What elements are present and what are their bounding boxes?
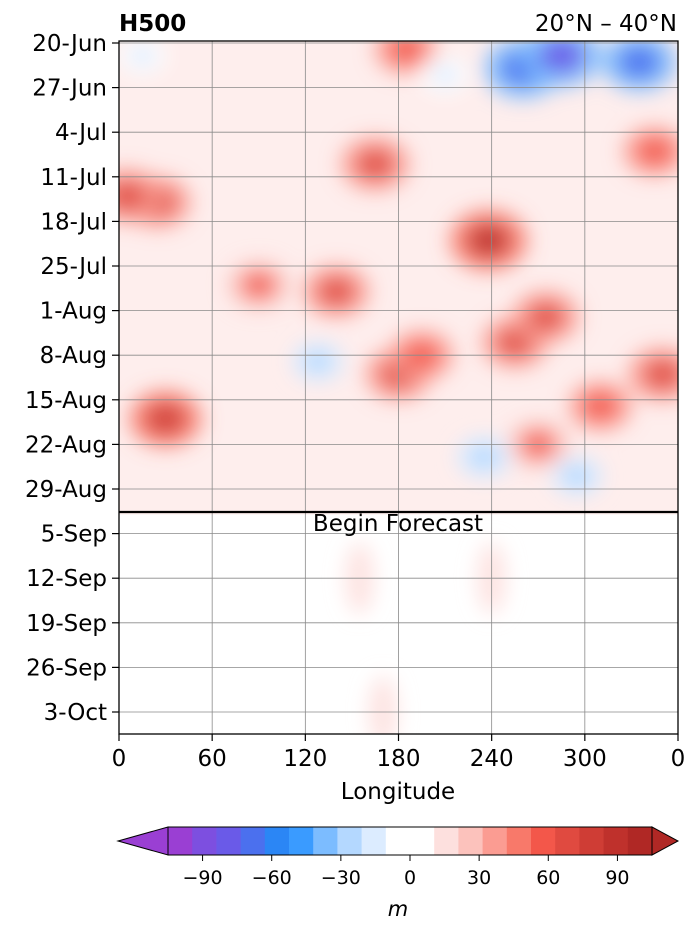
y-tick-label: 18-Jul: [40, 209, 107, 235]
colorbar-swatch: [168, 827, 193, 855]
colorbar-tick-label: −60: [252, 867, 292, 889]
colorbar-swatch: [240, 827, 266, 855]
colorbar-swatch: [385, 827, 411, 855]
anomaly-core: [582, 392, 618, 420]
anomaly-core: [128, 45, 157, 67]
y-tick-label: 11-Jul: [40, 165, 107, 191]
y-tick-label: 3-Oct: [44, 700, 107, 726]
y-tick-label: 5-Sep: [41, 522, 107, 548]
y-tick-label: 15-Aug: [25, 388, 107, 414]
colorbar-swatch: [289, 827, 314, 855]
colorbar-swatch: [337, 827, 363, 855]
forecast-blob: [368, 676, 397, 734]
y-tick-label: 4-Jul: [55, 120, 107, 146]
x-tick-label: 120: [283, 746, 327, 772]
gridlines: [118, 41, 679, 734]
y-tick-label: 29-Aug: [25, 477, 107, 503]
anomaly-core: [637, 137, 673, 166]
colorbar-swatch: [361, 827, 387, 855]
y-tick-label: 26-Sep: [26, 655, 107, 681]
x-tick-label: 60: [198, 746, 227, 772]
y-tick-label: 27-Jun: [32, 76, 107, 102]
anomaly-core: [618, 45, 660, 79]
y-tick-label: 1-Aug: [40, 299, 107, 325]
colorbar-swatch: [627, 827, 653, 855]
colorbar-swatch: [434, 827, 459, 855]
anomaly-core: [431, 64, 459, 86]
chart-region-label: 20°N – 40°N: [535, 11, 677, 37]
colorbar-under-arrow: [116, 826, 169, 856]
anomaly-core: [562, 464, 592, 488]
colorbar-tick-label: −90: [183, 867, 223, 889]
chart-title: H500: [119, 11, 186, 37]
anomaly-core: [539, 41, 584, 74]
x-axis: 0 60 120 180 240 300 0: [112, 734, 686, 772]
x-tick-label: 0: [671, 746, 686, 772]
y-tick-label: 22-Aug: [25, 432, 107, 458]
x-tick-label: 0: [112, 746, 127, 772]
colorbar-tick-label: 30: [467, 867, 491, 889]
colorbar-label: m: [388, 897, 408, 921]
colorbar-swatch: [410, 827, 435, 855]
y-tick-label: 8-Aug: [40, 343, 107, 369]
colorbar-swatch: [313, 827, 338, 855]
x-axis-label: Longitude: [341, 779, 455, 805]
anomaly-core: [388, 41, 424, 64]
colorbar-swatch: [603, 827, 629, 855]
anomaly-core: [643, 359, 678, 390]
anomaly-core: [467, 223, 511, 258]
y-tick-label: 25-Jul: [40, 254, 107, 280]
anomaly-core: [468, 445, 500, 470]
y-tick-label: 20-Jun: [32, 31, 107, 57]
colorbar-over-arrow: [651, 826, 680, 856]
anomaly-core: [318, 277, 355, 306]
colorbar-swatch: [264, 827, 290, 855]
y-tick-label: 19-Sep: [26, 611, 107, 637]
y-tick-label: 12-Sep: [26, 566, 107, 592]
colorbar-swatch: [458, 827, 484, 855]
anomaly-core: [145, 403, 186, 435]
colorbar-swatch: [579, 827, 605, 855]
anomaly-core: [241, 271, 276, 299]
forecast-annotation: Begin Forecast: [313, 511, 483, 537]
x-tick-label: 300: [563, 746, 607, 772]
anomaly-core: [356, 149, 395, 180]
colorbar-swatch: [531, 827, 556, 855]
anomaly-core: [119, 180, 146, 211]
y-axis: 20-Jun 27-Jun 4-Jul 11-Jul 18-Jul 25-Jul 1-Aug…: [25, 31, 119, 726]
colorbar: −90 −60 −30 0 30 60 90: [116, 826, 680, 889]
x-tick-label: 180: [377, 746, 421, 772]
x-tick-label: 240: [470, 746, 514, 772]
colorbar-tick-label: 0: [404, 867, 416, 889]
colorbar-tick-label: 90: [605, 867, 629, 889]
anomaly-core: [303, 350, 333, 373]
colorbar-tick-label: −30: [321, 867, 361, 889]
colorbar-swatch: [482, 827, 508, 855]
colorbar-swatch: [506, 827, 532, 855]
colorbar-tick-label: 60: [536, 867, 560, 889]
colorbar-swatch: [216, 827, 242, 855]
colorbar-swatch: [555, 827, 580, 855]
colorbar-swatch: [192, 827, 217, 855]
anomaly-core: [527, 302, 565, 332]
